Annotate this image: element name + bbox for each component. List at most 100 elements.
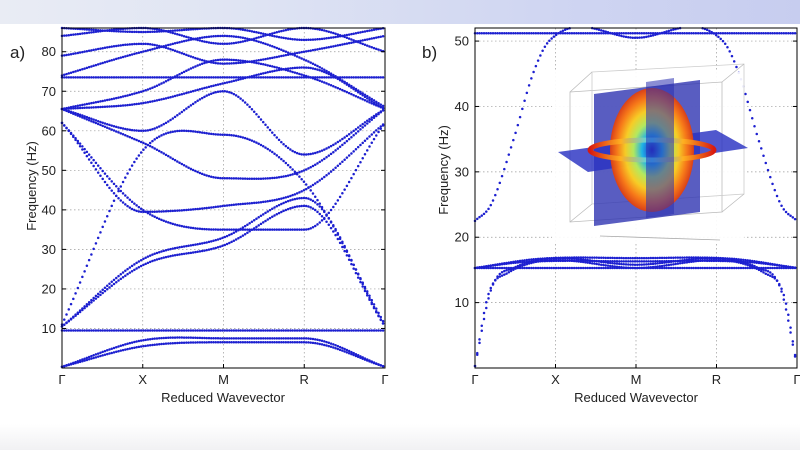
data-point [87, 153, 91, 156]
data-point [359, 355, 362, 358]
data-point [289, 37, 292, 41]
data-point [347, 258, 351, 261]
data-point [363, 121, 367, 124]
data-point [246, 341, 249, 344]
data-point [645, 35, 648, 39]
data-point [293, 76, 297, 79]
data-point [318, 179, 321, 182]
data-point [341, 160, 344, 163]
data-point [69, 132, 73, 136]
data-point [532, 258, 535, 261]
data-point [590, 266, 594, 270]
data-point [105, 98, 109, 102]
data-point [273, 31, 276, 35]
data-point [717, 256, 720, 260]
data-point [259, 214, 263, 218]
data-point [130, 164, 134, 167]
data-point [266, 64, 269, 67]
data-point [228, 90, 231, 94]
data-point [225, 228, 229, 231]
data-point [313, 201, 317, 204]
data-point [784, 308, 788, 311]
data-point [119, 44, 123, 47]
data-point [221, 133, 224, 136]
data-point [237, 95, 240, 99]
data-point [241, 99, 245, 102]
data-point [128, 198, 132, 201]
data-point [126, 342, 129, 346]
data-point [491, 283, 495, 286]
data-point [225, 242, 229, 246]
data-point [171, 336, 175, 339]
data-point [228, 42, 231, 45]
data-point [541, 257, 544, 260]
data-point [261, 72, 265, 75]
panel-b-ytick-label: 20 [455, 230, 469, 245]
data-point [207, 35, 211, 38]
data-point [577, 259, 580, 263]
data-point [289, 67, 292, 70]
data-point [741, 260, 745, 264]
data-point [212, 132, 215, 136]
data-point [65, 53, 68, 57]
data-point [96, 352, 100, 355]
data-point [137, 339, 141, 343]
data-point [298, 152, 301, 156]
data-point [633, 263, 637, 266]
data-point [246, 39, 249, 42]
panel-a-ytick-label: 10 [42, 321, 56, 336]
data-point [318, 150, 321, 153]
data-point [363, 139, 367, 142]
data-point [597, 256, 601, 259]
data-point [234, 337, 238, 340]
data-point [381, 104, 385, 108]
data-point [572, 31, 576, 35]
data-point [196, 227, 199, 230]
data-point [153, 258, 156, 262]
panel-a-xtick-label: Γ [58, 372, 65, 387]
data-point [99, 174, 102, 178]
data-point [304, 329, 308, 332]
data-point [252, 228, 256, 231]
data-point [155, 148, 159, 151]
data-point [160, 256, 163, 260]
panel-a-series-11 [60, 66, 385, 111]
data-point [191, 76, 195, 79]
data-point [476, 266, 479, 269]
data-point [130, 207, 134, 211]
data-point [261, 221, 265, 224]
data-point [766, 270, 770, 273]
data-point [645, 263, 648, 266]
data-point [63, 34, 66, 37]
data-point [264, 337, 267, 340]
data-point [133, 52, 136, 56]
data-point [359, 124, 362, 128]
data-point [167, 336, 170, 339]
data-point [350, 259, 353, 262]
data-point [746, 266, 749, 270]
data-point [101, 61, 104, 65]
data-point [545, 42, 549, 45]
data-point [203, 59, 206, 63]
data-point [343, 141, 346, 145]
data-point [133, 202, 136, 205]
data-point [289, 53, 292, 56]
data-point [171, 31, 175, 35]
panel-a-ylabel: Frequency (Hz) [24, 141, 39, 231]
data-point [99, 167, 102, 170]
data-point [368, 76, 371, 79]
data-point [295, 205, 299, 208]
data-point [676, 259, 680, 263]
data-point [780, 266, 783, 270]
data-point [370, 118, 374, 121]
data-point [676, 256, 680, 259]
data-point [171, 29, 175, 32]
data-point [307, 197, 310, 200]
data-point [137, 210, 141, 213]
data-point [638, 36, 641, 39]
data-point [124, 176, 127, 179]
data-point [169, 209, 172, 213]
data-point [124, 203, 127, 206]
data-point [575, 259, 578, 263]
data-point [157, 337, 161, 340]
